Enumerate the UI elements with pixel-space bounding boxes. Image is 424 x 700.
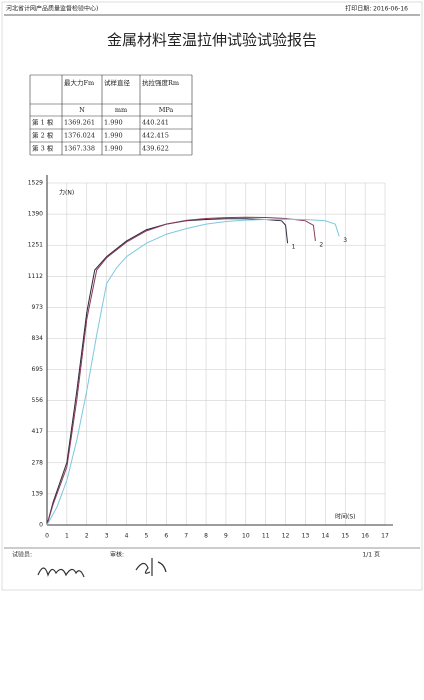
x-tick-label: 13	[302, 533, 310, 540]
y-tick-label: 834	[32, 335, 44, 342]
table-cell: 440.241	[142, 119, 169, 127]
table-cell: 1.990	[104, 145, 123, 153]
column-unit: mm	[115, 106, 127, 114]
table-cell: 442.415	[142, 132, 169, 140]
x-tick-label: 15	[341, 533, 349, 540]
x-tick-label: 12	[282, 533, 290, 540]
sheet	[1, 1, 423, 591]
x-tick-label: 11	[262, 533, 270, 540]
series-label: 2	[319, 241, 323, 248]
print-date: 打印日期: 2016-06-16	[345, 5, 408, 13]
x-tick-label: 4	[125, 533, 129, 540]
y-axis-label: 力(N)	[59, 189, 74, 197]
table-cell: 1369.261	[64, 119, 95, 127]
y-tick-label: 417	[32, 428, 44, 435]
column-header: 试样直径	[104, 78, 131, 87]
table-cell: 1376.024	[64, 132, 95, 140]
column-header: 抗拉强度Rm	[142, 78, 179, 87]
table-cell: 1.990	[104, 132, 123, 140]
x-tick-label: 7	[184, 533, 188, 540]
x-tick-label: 10	[242, 533, 250, 540]
x-tick-label: 2	[85, 533, 89, 540]
page-number: 1/1 页	[362, 552, 380, 559]
table-cell: 第 3 根	[32, 144, 54, 153]
x-tick-label: 16	[361, 533, 369, 540]
x-axis-label: 时间(S)	[335, 513, 356, 521]
table: 最大力Fm N 试样直径 mm 抗拉强度Rm MPa 第 1 根 1369.261 1.990 4…	[29, 74, 193, 156]
x-tick-label: 5	[144, 533, 148, 540]
y-tick-label: 139	[32, 490, 44, 497]
title: 金属材料室温拉伸试验试验报告	[107, 31, 317, 49]
x-tick-label: 3	[105, 533, 109, 540]
data-line	[46, 218, 340, 526]
x-tick-label: 6	[164, 533, 168, 540]
series-label: 3	[343, 237, 347, 244]
signature	[135, 558, 167, 576]
table-cell: 1.990	[104, 119, 123, 127]
y-tick-label: 1251	[28, 242, 43, 249]
y-tick-label: 973	[32, 304, 44, 311]
table-cell: 第 2 根	[32, 131, 54, 140]
column-unit: MPa	[159, 106, 174, 114]
x-tick-label: 1	[65, 533, 69, 540]
column-unit: N	[79, 106, 85, 114]
x-tick-label: 9	[224, 533, 228, 540]
y-tick-label: 278	[32, 459, 44, 466]
y-tick-label: 1529	[28, 180, 43, 187]
y-tick-label: 695	[32, 366, 44, 373]
signature	[37, 567, 85, 578]
y-tick-label: 556	[32, 397, 44, 404]
x-tick-label: 8	[204, 533, 208, 540]
data-line	[46, 216, 316, 526]
table-cell: 第 1 根	[32, 118, 54, 127]
reviewer: 审核:	[110, 551, 124, 559]
column-header: 最大力Fm	[64, 78, 94, 87]
x-tick-label: 0	[45, 533, 49, 540]
tester: 试验员:	[12, 551, 32, 559]
x-tick-label: 17	[381, 533, 389, 540]
series-label: 1	[292, 244, 296, 251]
y-tick-label: 1112	[28, 273, 43, 280]
y-tick-label: 0	[39, 522, 43, 529]
table-cell: 439.622	[142, 145, 169, 153]
x-tick-label: 14	[322, 533, 330, 540]
y-tick-label: 1390	[28, 211, 43, 218]
table-cell: 1367.338	[64, 145, 95, 153]
org: 河北省计网产品质量监督检验中心)	[6, 5, 98, 13]
